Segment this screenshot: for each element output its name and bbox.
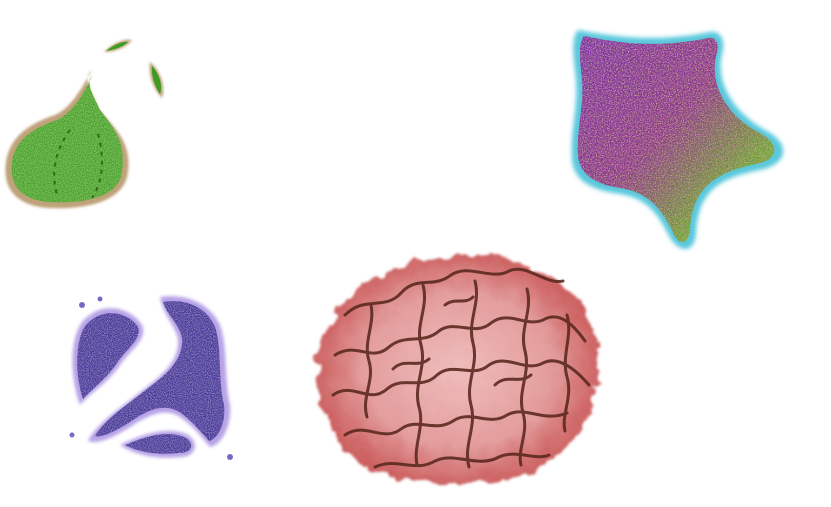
- red-brain-texture-shape: [316, 254, 599, 485]
- multicolor-star-shape: [571, 30, 784, 249]
- green-pear-shape: [5, 39, 164, 209]
- purple-blob-shape: [69, 296, 233, 460]
